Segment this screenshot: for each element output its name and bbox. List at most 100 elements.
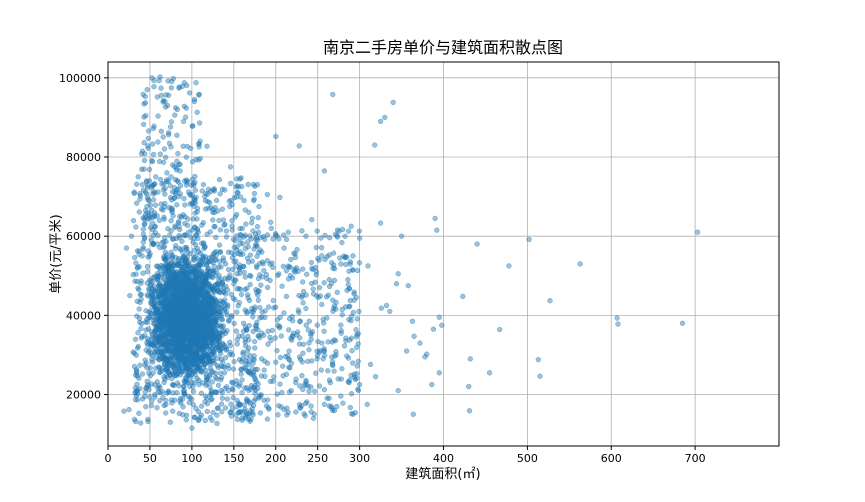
data-point [262,314,268,321]
data-point [134,298,140,305]
data-point [302,413,308,419]
data-point [146,166,153,173]
data-point [372,374,379,380]
data-point [155,139,161,145]
data-point [279,389,285,396]
data-point [339,312,345,318]
data-point [313,272,319,278]
data-point [395,387,401,394]
data-point [350,411,356,417]
data-point [319,301,325,308]
data-point [123,245,130,251]
data-point [151,77,157,84]
data-point [310,286,316,292]
data-point [192,173,198,180]
data-point [246,370,252,376]
data-point [219,299,226,305]
data-point [497,326,503,333]
data-point [356,260,363,266]
data-point [175,349,181,356]
data-point [390,99,396,106]
data-point [144,319,150,326]
data-point [318,235,324,241]
data-point [174,390,180,396]
data-point [170,324,177,330]
data-point [308,259,315,266]
data-point [251,338,258,345]
data-point [330,91,336,98]
x-tick-label: 100 [181,452,202,465]
data-point [201,325,207,331]
data-point [248,273,254,279]
data-point [227,343,234,349]
data-point [242,406,248,413]
data-point [239,225,245,232]
x-axis-ticks: 0 50 100 150 200 250 300 400 500 600 700 [105,446,706,465]
data-point [136,251,142,257]
data-point [309,358,315,364]
data-point [348,335,355,341]
data-point [220,359,226,365]
data-point [126,406,132,413]
data-point [166,309,172,315]
data-point [252,382,258,389]
data-point [184,347,190,354]
data-point [142,207,149,214]
data-point [193,156,199,163]
data-point [164,353,170,359]
data-point [182,232,188,238]
data-point [194,216,200,222]
data-point [205,350,211,357]
data-point [178,361,185,368]
data-point [196,381,202,388]
x-tick-label: 150 [223,452,244,465]
data-point [295,307,301,313]
data-point [165,322,171,328]
data-point [229,227,235,233]
data-point [167,303,173,309]
data-point [142,332,148,339]
data-point [191,414,197,421]
data-point [191,257,197,263]
scatter-points [121,74,701,431]
data-point [174,380,181,386]
data-point [202,275,209,281]
data-point [261,367,267,373]
data-point [252,231,259,237]
data-point [161,146,168,152]
data-point [153,202,159,208]
data-point [234,309,240,315]
data-point [168,249,174,255]
data-point [301,382,308,388]
data-point [193,324,199,330]
data-point [172,271,178,277]
data-point [288,256,294,263]
x-tick-label: 300 [349,452,370,465]
data-point [417,340,423,346]
data-point [140,239,146,245]
data-point [254,366,260,373]
data-point [143,191,150,197]
data-point [189,396,195,403]
data-point [204,401,211,407]
data-point [163,179,170,185]
data-point [181,379,188,385]
data-point [163,238,169,245]
data-point [264,191,271,198]
data-point [299,359,306,365]
data-point [234,244,240,250]
data-point [191,235,197,242]
data-point [218,276,224,282]
data-point [183,412,190,418]
data-point [535,357,541,363]
data-point [195,409,202,415]
data-point [143,347,149,353]
data-point [163,410,169,416]
data-point [147,213,153,219]
data-point [506,263,512,269]
data-point [190,384,196,390]
data-point [176,312,182,318]
data-point [204,408,210,415]
data-point [261,267,267,274]
